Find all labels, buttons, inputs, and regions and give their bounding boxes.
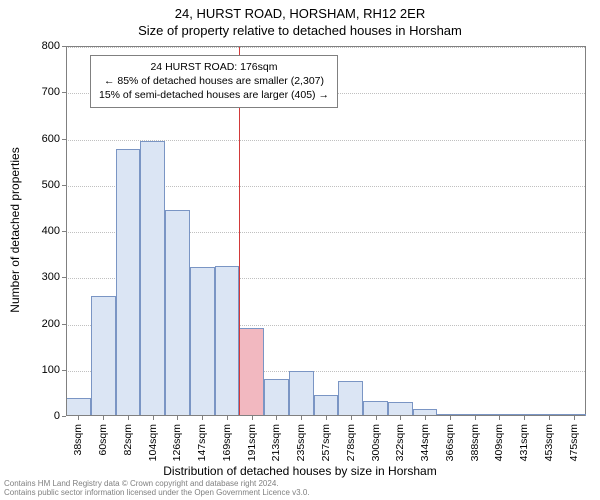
- y-tick-mark: [62, 92, 66, 93]
- y-tick-label: 500: [10, 179, 60, 191]
- x-tick-mark: [153, 416, 154, 420]
- y-tick-label: 700: [10, 86, 60, 98]
- x-tick-mark: [400, 416, 401, 420]
- y-axis-line: [66, 47, 67, 416]
- histogram-bar: [165, 210, 190, 416]
- x-tick-mark: [252, 416, 253, 420]
- y-tick-mark: [62, 139, 66, 140]
- x-tick-label: 388sqm: [469, 424, 481, 461]
- x-tick-label: 278sqm: [345, 424, 357, 461]
- y-tick-label: 200: [10, 318, 60, 330]
- x-tick-mark: [450, 416, 451, 420]
- x-tick-label: 409sqm: [493, 424, 505, 461]
- x-tick-label: 104sqm: [147, 424, 159, 461]
- x-tick-label: 366sqm: [444, 424, 456, 461]
- title-subtitle: Size of property relative to detached ho…: [0, 21, 600, 42]
- x-tick-label: 169sqm: [221, 424, 233, 461]
- histogram-bar: [116, 149, 141, 416]
- x-tick-label: 213sqm: [270, 424, 282, 461]
- x-tick-label: 300sqm: [370, 424, 382, 461]
- x-tick-label: 344sqm: [419, 424, 431, 461]
- x-tick-label: 126sqm: [171, 424, 183, 461]
- y-tick-mark: [62, 277, 66, 278]
- x-tick-label: 191sqm: [246, 424, 258, 461]
- x-tick-label: 257sqm: [320, 424, 332, 461]
- x-tick-mark: [103, 416, 104, 420]
- x-tick-mark: [574, 416, 575, 420]
- x-tick-mark: [276, 416, 277, 420]
- y-tick-mark: [62, 185, 66, 186]
- x-tick-label: 453sqm: [543, 424, 555, 461]
- x-tick-mark: [499, 416, 500, 420]
- x-tick-mark: [128, 416, 129, 420]
- y-tick-mark: [62, 46, 66, 47]
- x-tick-label: 235sqm: [295, 424, 307, 461]
- y-tick-label: 300: [10, 271, 60, 283]
- x-tick-mark: [475, 416, 476, 420]
- y-tick-label: 100: [10, 364, 60, 376]
- footer-line1: Contains HM Land Registry data © Crown c…: [4, 479, 310, 489]
- x-tick-mark: [227, 416, 228, 420]
- histogram-bar: [66, 398, 91, 417]
- x-tick-mark: [524, 416, 525, 420]
- x-tick-label: 38sqm: [72, 424, 84, 456]
- chart-plot-area: 24 HURST ROAD: 176sqm ← 85% of detached …: [66, 46, 586, 416]
- y-tick-mark: [62, 324, 66, 325]
- y-tick-mark: [62, 231, 66, 232]
- annotation-box: 24 HURST ROAD: 176sqm ← 85% of detached …: [90, 55, 338, 108]
- histogram-bar: [264, 379, 289, 416]
- gridline: [66, 47, 585, 48]
- x-axis-title: Distribution of detached houses by size …: [0, 464, 600, 478]
- x-tick-label: 322sqm: [394, 424, 406, 461]
- histogram-bar: [190, 267, 215, 416]
- y-tick-mark: [62, 416, 66, 417]
- annotation-line1: 24 HURST ROAD: 176sqm: [99, 60, 329, 74]
- x-tick-mark: [202, 416, 203, 420]
- y-tick-label: 600: [10, 133, 60, 145]
- x-tick-mark: [326, 416, 327, 420]
- histogram-bar: [140, 141, 165, 416]
- x-tick-mark: [351, 416, 352, 420]
- x-tick-mark: [549, 416, 550, 420]
- y-tick-label: 0: [10, 410, 60, 422]
- histogram-bar: [215, 266, 240, 416]
- x-tick-label: 475sqm: [568, 424, 580, 461]
- x-tick-label: 82sqm: [122, 424, 134, 456]
- x-tick-mark: [425, 416, 426, 420]
- histogram-bar: [388, 402, 413, 416]
- title-address: 24, HURST ROAD, HORSHAM, RH12 2ER: [0, 0, 600, 21]
- x-tick-mark: [376, 416, 377, 420]
- x-tick-label: 147sqm: [196, 424, 208, 461]
- histogram-bar: [91, 296, 116, 416]
- y-tick-label: 800: [10, 40, 60, 52]
- histogram-bar: [363, 401, 388, 416]
- x-tick-label: 60sqm: [97, 424, 109, 456]
- x-tick-mark: [78, 416, 79, 420]
- histogram-bar: [239, 328, 264, 416]
- x-tick-label: 431sqm: [518, 424, 530, 461]
- histogram-bar: [314, 395, 339, 416]
- footer-line2: Contains public sector information licen…: [4, 488, 310, 498]
- footer-attribution: Contains HM Land Registry data © Crown c…: [4, 479, 310, 498]
- annotation-line2: ← 85% of detached houses are smaller (2,…: [99, 74, 329, 88]
- y-tick-label: 400: [10, 225, 60, 237]
- histogram-bar: [338, 381, 363, 416]
- y-tick-mark: [62, 370, 66, 371]
- x-tick-mark: [177, 416, 178, 420]
- histogram-bar: [289, 371, 314, 416]
- annotation-line3: 15% of semi-detached houses are larger (…: [99, 88, 329, 102]
- x-tick-mark: [301, 416, 302, 420]
